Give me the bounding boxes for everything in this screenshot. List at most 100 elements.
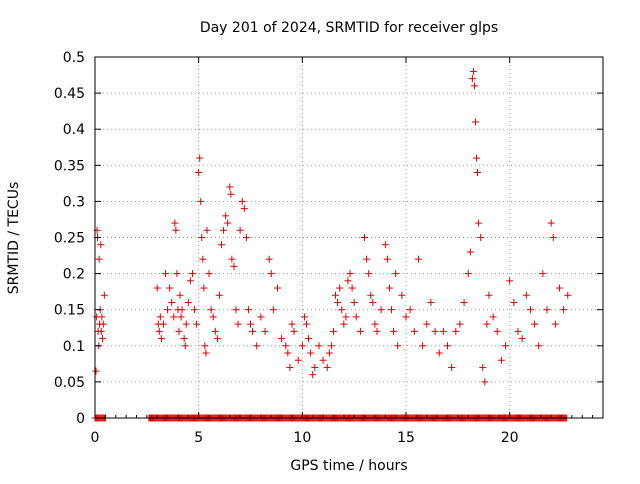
x-tick-label: 10 bbox=[293, 430, 311, 446]
y-tick-label: 0.45 bbox=[54, 86, 85, 102]
data-point bbox=[543, 306, 551, 314]
data-point bbox=[336, 284, 344, 292]
data-point bbox=[202, 349, 210, 357]
data-point bbox=[284, 349, 292, 357]
y-axis-label: SRMTID / TECUs bbox=[6, 182, 22, 295]
data-point bbox=[363, 255, 371, 263]
x-axis-label: GPS time / hours bbox=[290, 458, 407, 474]
data-point bbox=[483, 320, 491, 328]
data-point bbox=[414, 255, 422, 263]
data-point bbox=[288, 320, 296, 328]
data-point bbox=[448, 363, 456, 371]
data-point bbox=[161, 270, 169, 278]
data-point bbox=[205, 270, 213, 278]
data-point bbox=[469, 67, 477, 75]
data-point bbox=[473, 154, 481, 162]
data-point bbox=[217, 241, 225, 249]
data-point bbox=[195, 169, 203, 177]
data-point bbox=[177, 313, 185, 321]
data-point bbox=[502, 342, 510, 350]
data-point bbox=[350, 298, 358, 306]
data-point bbox=[522, 291, 530, 299]
data-point bbox=[555, 284, 563, 292]
data-point bbox=[257, 313, 265, 321]
data-point bbox=[226, 183, 234, 191]
data-point bbox=[392, 270, 400, 278]
grid-layer bbox=[94, 56, 603, 419]
data-point bbox=[385, 284, 393, 292]
data-point bbox=[198, 234, 206, 241]
data-point bbox=[466, 248, 474, 256]
data-point bbox=[535, 342, 543, 350]
data-point bbox=[209, 313, 217, 321]
data-point bbox=[329, 327, 337, 335]
data-point bbox=[249, 327, 257, 335]
data-point bbox=[452, 327, 460, 335]
data-point bbox=[199, 255, 207, 263]
data-point bbox=[97, 241, 105, 249]
data-point bbox=[265, 255, 273, 263]
data-point bbox=[181, 342, 189, 350]
data-point bbox=[224, 219, 232, 227]
y-tick-label: 0.3 bbox=[63, 194, 85, 210]
data-point bbox=[203, 226, 211, 234]
data-point bbox=[323, 363, 331, 371]
x-tick-label: 20 bbox=[501, 430, 519, 446]
data-point bbox=[315, 342, 323, 350]
y-tick-label: 0.5 bbox=[63, 50, 85, 66]
data-point bbox=[327, 342, 335, 350]
data-point bbox=[456, 320, 464, 328]
data-point bbox=[201, 342, 209, 350]
data-point bbox=[234, 320, 242, 328]
data-point bbox=[344, 277, 352, 285]
data-point bbox=[377, 306, 385, 314]
data-point bbox=[307, 349, 315, 357]
y-tick-label: 0.35 bbox=[54, 158, 85, 174]
data-point bbox=[99, 320, 107, 328]
data-point bbox=[228, 255, 236, 263]
data-point bbox=[427, 298, 435, 306]
data-point bbox=[464, 270, 472, 278]
data-point bbox=[282, 342, 290, 350]
data-point bbox=[207, 306, 215, 314]
data-point bbox=[211, 327, 219, 335]
data-point bbox=[334, 298, 342, 306]
data-point bbox=[419, 342, 427, 350]
data-point bbox=[489, 313, 497, 321]
data-point bbox=[325, 349, 333, 357]
y-tick-label: 0.4 bbox=[63, 122, 85, 138]
data-point bbox=[497, 356, 505, 364]
data-point bbox=[564, 291, 572, 299]
data-point bbox=[435, 349, 443, 357]
data-point bbox=[514, 327, 522, 335]
data-point bbox=[302, 320, 310, 328]
data-point bbox=[510, 298, 518, 306]
data-point bbox=[298, 342, 306, 350]
data-point bbox=[342, 313, 350, 321]
data-point bbox=[423, 320, 431, 328]
data-point bbox=[278, 335, 286, 343]
data-point bbox=[157, 335, 165, 343]
data-point bbox=[98, 313, 106, 321]
data-point bbox=[431, 327, 439, 335]
data-point bbox=[526, 306, 534, 314]
y-tick-label: 0.1 bbox=[63, 339, 85, 355]
data-point bbox=[159, 320, 167, 328]
data-point bbox=[477, 234, 485, 241]
data-point bbox=[180, 335, 188, 343]
data-point bbox=[460, 298, 468, 306]
data-point bbox=[410, 327, 418, 335]
data-point bbox=[485, 291, 493, 299]
data-point bbox=[98, 335, 106, 343]
y-tick-label: 0 bbox=[76, 411, 85, 427]
data-point bbox=[369, 298, 377, 306]
data-point bbox=[309, 371, 317, 379]
axis-layer: 0 0.05 0.1 0.15 0.2 0.25 0.3 0.35 0.4 0.45 0.5 0 5 10… bbox=[54, 50, 604, 446]
data-point bbox=[164, 306, 172, 314]
data-point bbox=[294, 356, 302, 364]
data-point bbox=[267, 270, 275, 278]
data-point bbox=[373, 327, 381, 335]
data-point bbox=[539, 270, 547, 278]
data-point bbox=[191, 306, 199, 314]
data-point bbox=[230, 262, 238, 270]
